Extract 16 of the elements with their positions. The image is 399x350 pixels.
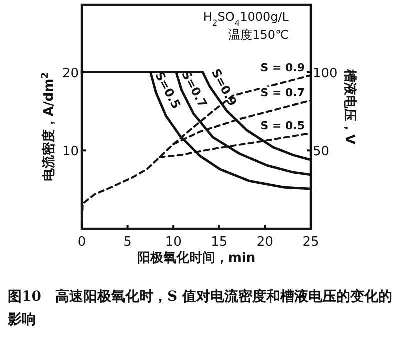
annotation: H$_{2}$SO$_{4}$1000g/L <box>203 10 290 28</box>
y2-tick-label: 100 <box>313 66 338 82</box>
x-tick-label: 5 <box>124 235 132 250</box>
text: 图10 高速阳极氧化时，S 值对电流密度和槽液电压的变化的影响 <box>8 288 393 330</box>
series-label: S = 0.9 <box>260 61 305 74</box>
series-label: S = 0.5 <box>260 119 305 132</box>
x-axis-title: 阳极氧化时间，min <box>137 251 256 266</box>
x-tick-label: 0 <box>78 235 86 250</box>
y2-tick-label: 50 <box>313 144 330 160</box>
x-tick-label: 25 <box>302 235 320 250</box>
annotation: 温度150℃ <box>228 28 289 42</box>
series-label: S = 0.7 <box>260 86 305 100</box>
x-tick-label: 15 <box>211 235 228 250</box>
x-tick-label: 10 <box>165 235 182 250</box>
y2-axis-title: 槽液电压，V <box>342 68 358 145</box>
x-tick-label: 20 <box>256 235 274 250</box>
